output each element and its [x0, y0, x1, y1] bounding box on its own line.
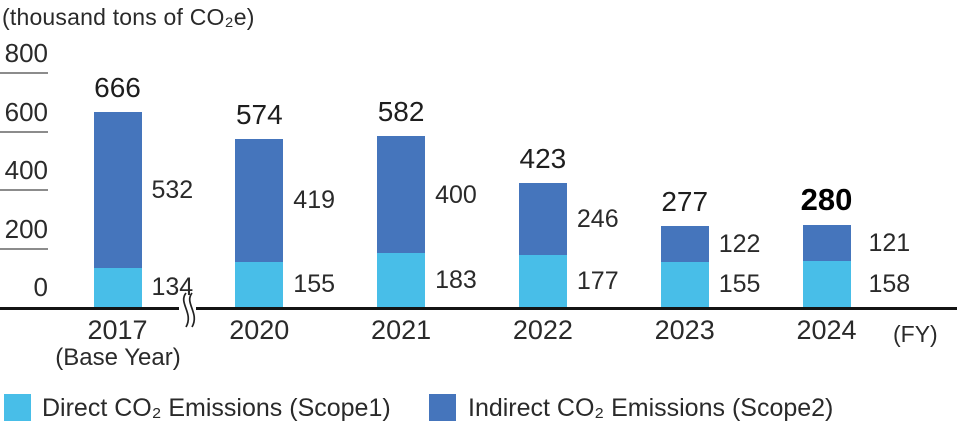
y-tick-label-800: 800: [4, 38, 48, 68]
y-tick-line-800: [0, 72, 48, 74]
total-label-2020: 574: [235, 99, 283, 131]
y-tick-label-0: 0: [33, 272, 48, 302]
bar-segment-scope1-2024: [802, 260, 851, 307]
segment-value-scope1-2021: 183: [435, 266, 477, 295]
total-label-2017: 666: [94, 72, 141, 104]
legend-swatch-scope1: [4, 394, 31, 421]
y-tick-line-400: [0, 189, 48, 191]
y-tick-label-600: 600: [4, 96, 48, 127]
chart-unit-title: (thousand tons of CO₂e): [2, 4, 255, 30]
total-label-2022: 423: [519, 143, 567, 175]
segment-value-scope2-2023: 122: [718, 229, 761, 258]
bar-segment-scope2-2017: [93, 112, 142, 268]
segment-value-scope1-2017: 134: [151, 273, 194, 302]
bar-segment-scope2-2023: [660, 225, 709, 262]
total-label-2024: 280: [800, 182, 853, 218]
bar-segment-scope1-2017: [93, 267, 142, 307]
fy-axis-label: (FY): [893, 321, 938, 347]
y-tick-line-200: [0, 247, 48, 250]
y-tick-label-200: 200: [4, 213, 48, 244]
legend-label-scope1: Direct CO₂ Emissions (Scope1): [42, 394, 391, 422]
x-axis-label-2022: 2022: [512, 315, 573, 345]
y-tick-line-600: [0, 130, 48, 133]
bar-segment-scope1-2023: [660, 261, 709, 307]
segment-value-scope2-2021: 400: [435, 180, 477, 209]
x-axis-label-2020: 2020: [229, 315, 290, 345]
segment-value-scope2-2017: 532: [151, 176, 194, 204]
segment-value-scope2-2020: 419: [293, 186, 336, 215]
x-axis-label-2024: 2024: [796, 315, 857, 345]
bar-segment-scope1-2022: [518, 255, 567, 307]
total-label-2021: 582: [377, 96, 425, 128]
segment-value-scope1-2023: 155: [718, 270, 761, 299]
base-year-note: (Base Year): [55, 344, 181, 371]
bar-segment-scope2-2021: [377, 136, 426, 254]
bar-segment-scope1-2020: [235, 261, 284, 307]
bar-segment-scope2-2024: [802, 225, 851, 261]
y-tick-label-400: 400: [4, 155, 48, 185]
bar-segment-scope2-2020: [235, 139, 284, 262]
bar-segment-scope2-2022: [518, 183, 567, 256]
axis-break-icon: [179, 292, 196, 328]
segment-value-scope2-2024: 121: [868, 229, 911, 258]
x-axis-label-2021: 2021: [371, 315, 432, 345]
segment-value-scope2-2022: 246: [576, 205, 619, 234]
segment-value-scope1-2022: 177: [576, 267, 619, 296]
x-axis-line: [0, 307, 957, 310]
segment-value-scope1-2024: 158: [868, 269, 911, 298]
bar-segment-scope1-2021: [377, 253, 426, 307]
segment-value-scope1-2020: 155: [293, 270, 336, 299]
legend-label-scope2: Indirect CO₂ Emissions (Scope2): [468, 394, 834, 422]
total-label-2023: 277: [661, 185, 709, 217]
x-axis-label-2017: 2017: [87, 315, 148, 345]
legend-swatch-scope2: [429, 394, 456, 421]
x-axis-label-2023: 2023: [654, 315, 715, 345]
